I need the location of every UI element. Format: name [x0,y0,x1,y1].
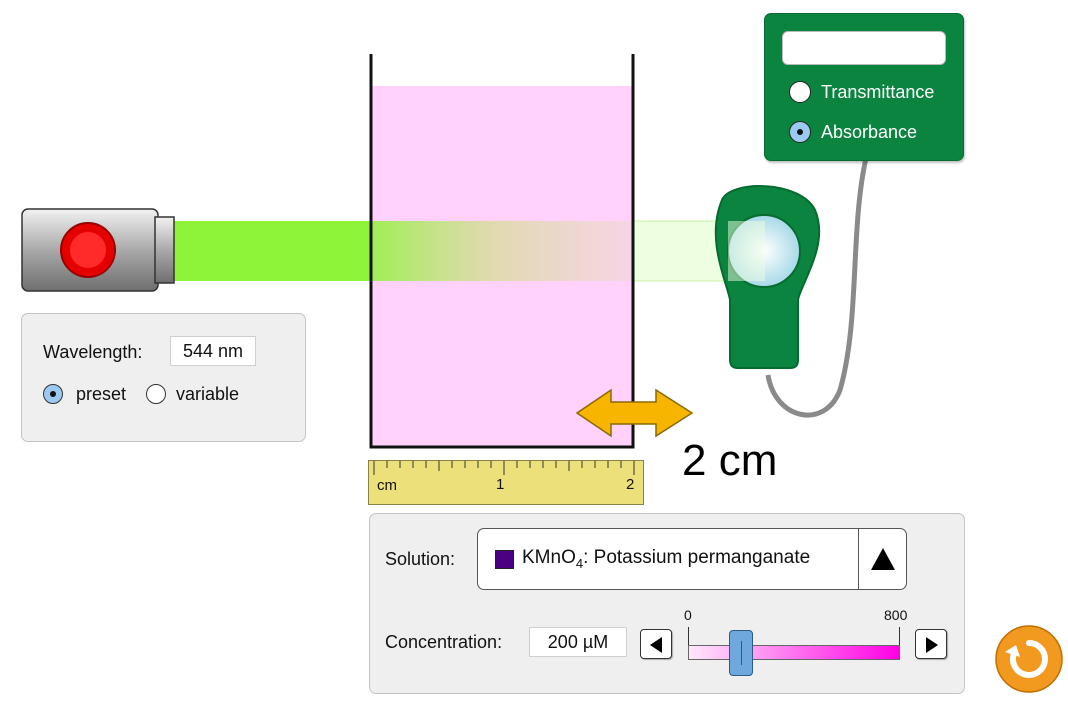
ruler-tick-label-2: 2 [626,476,635,493]
light-source-button-inner [70,232,106,268]
meter: Transmittance Absorbance [764,13,964,161]
light-source-nozzle [154,216,175,284]
solution-formula: KMnO [522,547,576,568]
solution-color-swatch [495,550,514,569]
ruler-tick-label-1: 1 [496,476,505,493]
ruler[interactable]: cm 1 2 [368,460,644,505]
beam-on-lens [728,221,765,281]
concentration-label: Concentration: [385,632,503,652]
transmittance-radio[interactable] [789,81,811,103]
wavelength-panel: Wavelength: 544 nm preset variable [21,313,306,442]
preset-label[interactable]: preset [76,384,127,404]
reset-button[interactable] [994,624,1064,694]
transmittance-label[interactable]: Transmittance [821,82,935,102]
solution-dropdown[interactable]: KMnO4: Potassium permanganate [477,528,907,590]
slider-min-label: 0 [684,607,692,623]
ruler-ticks [373,461,635,475]
dropdown-arrow-icon[interactable] [871,548,895,570]
light-beam [172,221,372,281]
concentration-value: 200 µM [529,627,627,657]
solution-name: : Potassium permanganate [583,547,811,568]
ruler-unit-label: cm [377,477,397,494]
solution-label: Solution: [385,549,456,569]
meter-readout [782,31,946,65]
cuvette-width-label: 2 cm [682,436,778,485]
concentration-increment-button[interactable] [915,629,947,659]
width-drag-arrow[interactable] [575,388,694,438]
solution-selected: KMnO4: Potassium permanganate [522,547,810,571]
preset-radio[interactable] [43,384,63,404]
light-beam-in-solution [371,221,633,281]
slider-max-tick [899,627,900,645]
slider-max-label: 800 [884,607,908,623]
reset-icon [1005,640,1048,678]
cuvette [369,54,635,449]
absorbance-radio[interactable] [789,121,811,143]
concentration-decrement-button[interactable] [640,629,672,659]
absorbance-label[interactable]: Absorbance [821,122,918,142]
wavelength-label: Wavelength: [43,342,143,362]
dropdown-divider [858,529,859,589]
slider-min-tick [688,627,689,645]
wavelength-value: 544 nm [170,336,256,366]
probe-cable [765,157,869,418]
variable-label[interactable]: variable [176,384,240,404]
concentration-slider-thumb[interactable] [729,630,753,676]
right-arrow-icon [926,637,938,653]
concentration-slider[interactable] [688,645,900,660]
variable-radio[interactable] [146,384,166,404]
solution-formula-subscript: 4 [575,555,584,571]
left-arrow-icon [650,637,662,653]
